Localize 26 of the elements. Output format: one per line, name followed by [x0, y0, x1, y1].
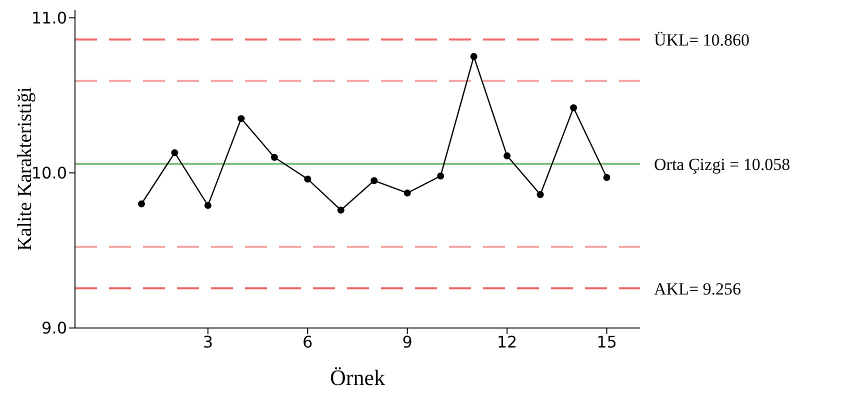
point	[138, 200, 145, 208]
point	[404, 190, 411, 197]
x-tick-label: 12	[496, 332, 518, 352]
point	[470, 53, 478, 60]
x-tick-label: 15	[596, 332, 617, 352]
point	[304, 176, 312, 183]
ref-line-label: ÜKL= 10.860	[654, 30, 750, 50]
point	[570, 104, 578, 112]
x-tick-label: 3	[202, 332, 214, 352]
y-tick-label: 11.0	[31, 8, 67, 28]
x-tick-label: 9	[402, 332, 412, 352]
y-tick-label: 9.0	[42, 318, 67, 338]
ref-line-label: Orta Çizgi = 10.058	[654, 154, 790, 174]
x-tick-label: 6	[302, 332, 313, 352]
point	[370, 177, 378, 184]
point	[171, 149, 178, 156]
point	[437, 172, 444, 180]
point	[337, 206, 344, 214]
point	[504, 152, 511, 160]
ref-line-label: AKL= 9.256	[654, 279, 742, 298]
point	[536, 191, 544, 198]
point	[603, 174, 610, 182]
point	[238, 115, 245, 122]
point	[270, 154, 278, 161]
point	[204, 202, 212, 209]
x-axis-title: Örnek	[330, 365, 385, 390]
